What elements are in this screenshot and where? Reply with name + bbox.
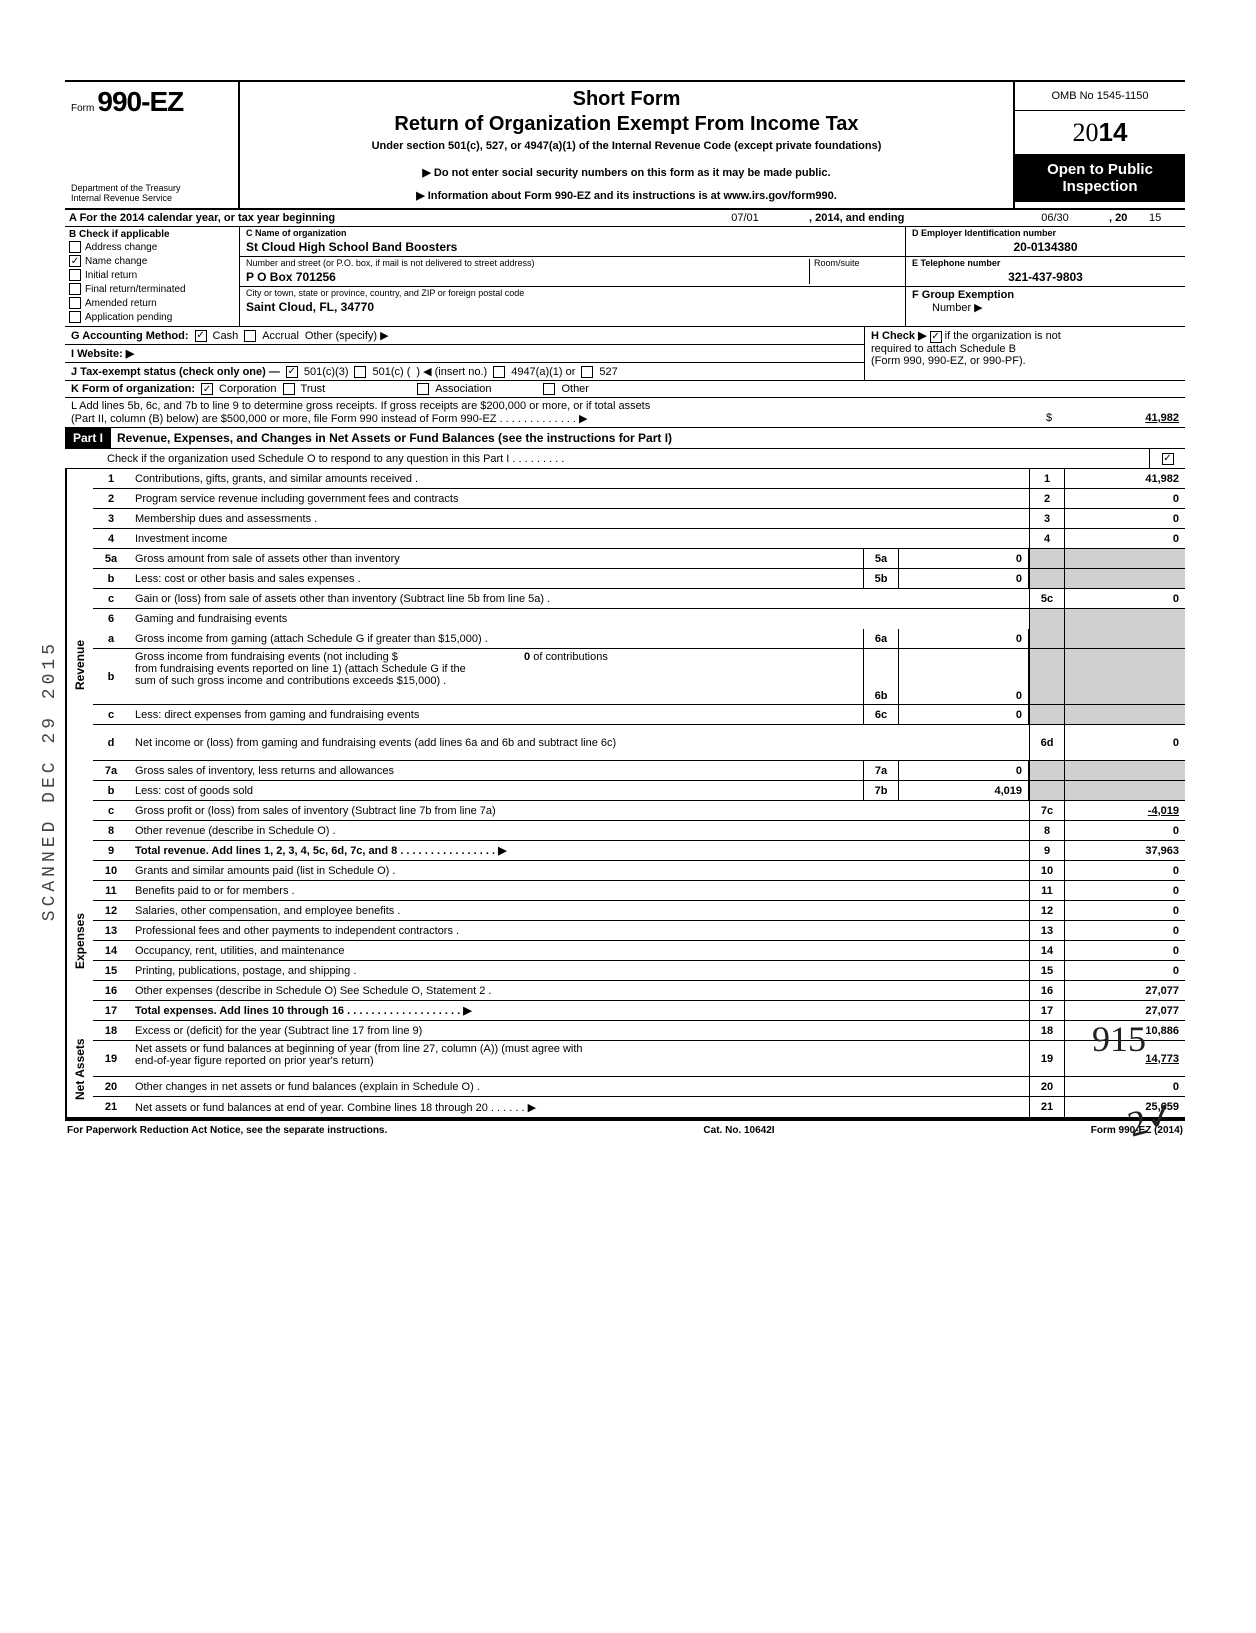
checkbox-4947[interactable] — [493, 366, 505, 378]
org-address: P O Box 701256 — [246, 270, 809, 284]
footer: For Paperwork Reduction Act Notice, see … — [65, 1119, 1185, 1140]
open-public: Open to Public Inspection — [1015, 155, 1185, 202]
line-a: A For the 2014 calendar year, or tax yea… — [65, 210, 1185, 227]
subtitle: Under section 501(c), 527, or 4947(a)(1)… — [248, 140, 1005, 152]
checkbox-501c3[interactable]: ✓ — [286, 366, 298, 378]
section-b: B Check if applicable Address change ✓Na… — [65, 227, 240, 326]
side-revenue: Revenue — [65, 469, 93, 861]
rows-ghijk: G Accounting Method: ✓Cash Accrual Other… — [65, 327, 1185, 381]
side-netassets: Net Assets — [65, 1021, 93, 1117]
omb-number: OMB No 1545-1150 — [1015, 82, 1185, 111]
checkbox-amend[interactable] — [69, 297, 81, 309]
scanned-stamp: SCANNED DEC 29 2015 — [40, 640, 60, 921]
part1-check-row: Check if the organization used Schedule … — [65, 449, 1185, 469]
ssn-warning: ▶ Do not enter social security numbers o… — [248, 166, 1005, 179]
row-l: L Add lines 5b, 6c, and 7b to line 9 to … — [65, 398, 1185, 428]
form-label: Form — [71, 103, 94, 114]
part1-header: Part I Revenue, Expenses, and Changes in… — [65, 428, 1185, 449]
section-def: D Employer Identification number 20-0134… — [905, 227, 1185, 326]
netassets-section: Net Assets 18Excess or (deficit) for the… — [65, 1021, 1185, 1119]
checkbox-527[interactable] — [581, 366, 593, 378]
checkbox-name[interactable]: ✓ — [69, 255, 81, 267]
form-990ez: Form 990-EZ Department of the Treasury I… — [65, 80, 1185, 1140]
revenue-section: Revenue 1Contributions, gifts, grants, a… — [65, 469, 1185, 861]
ein: 20-0134380 — [912, 240, 1179, 254]
checkbox-other[interactable] — [543, 383, 555, 395]
side-expenses: Expenses — [65, 861, 93, 1021]
checkbox-scho[interactable]: ✓ — [1162, 453, 1174, 465]
form-number: 990-EZ — [97, 86, 183, 117]
checkbox-trust[interactable] — [283, 383, 295, 395]
checkbox-assoc[interactable] — [417, 383, 429, 395]
header-right: OMB No 1545-1150 2014 Open to Public Ins… — [1015, 82, 1185, 208]
section-c: C Name of organization St Cloud High Sch… — [240, 227, 905, 326]
row-k: K Form of organization: ✓Corporation Tru… — [65, 381, 1185, 398]
short-form-title: Short Form — [248, 88, 1005, 111]
checkbox-final[interactable] — [69, 283, 81, 295]
row-j: J Tax-exempt status (check only one) — ✓… — [65, 363, 864, 381]
return-title: Return of Organization Exempt From Incom… — [248, 113, 1005, 136]
header-left: Form 990-EZ Department of the Treasury I… — [65, 82, 240, 208]
checkbox-cash[interactable]: ✓ — [195, 330, 207, 342]
checkbox-501c[interactable] — [354, 366, 366, 378]
section-bcdef: B Check if applicable Address change ✓Na… — [65, 227, 1185, 327]
row-g: G Accounting Method: ✓Cash Accrual Other… — [65, 327, 864, 345]
row-i: I Website: ▶ — [65, 345, 864, 363]
expenses-section: Expenses 10Grants and similar amounts pa… — [65, 861, 1185, 1021]
dept-treasury: Department of the Treasury Internal Reve… — [71, 184, 232, 204]
checkbox-corp[interactable]: ✓ — [201, 383, 213, 395]
org-city: Saint Cloud, FL, 34770 — [246, 300, 899, 314]
tax-year: 2014 — [1015, 111, 1185, 155]
checkbox-h[interactable]: ✓ — [930, 331, 942, 343]
header-center: Short Form Return of Organization Exempt… — [240, 82, 1015, 208]
form-header: Form 990-EZ Department of the Treasury I… — [65, 80, 1185, 210]
phone: 321-437-9803 — [912, 270, 1179, 284]
gross-receipts: 41,982 — [1059, 412, 1179, 425]
checkbox-app[interactable] — [69, 311, 81, 323]
checkbox-addr[interactable] — [69, 241, 81, 253]
row-h: H Check ▶ ✓ if the organization is not r… — [865, 327, 1185, 381]
checkbox-accrual[interactable] — [244, 330, 256, 342]
org-name: St Cloud High School Band Boosters — [246, 240, 899, 254]
checkbox-initial[interactable] — [69, 269, 81, 281]
handwritten-915: 915 — [1092, 1018, 1146, 1060]
info-link: ▶ Information about Form 990-EZ and its … — [248, 189, 1005, 202]
